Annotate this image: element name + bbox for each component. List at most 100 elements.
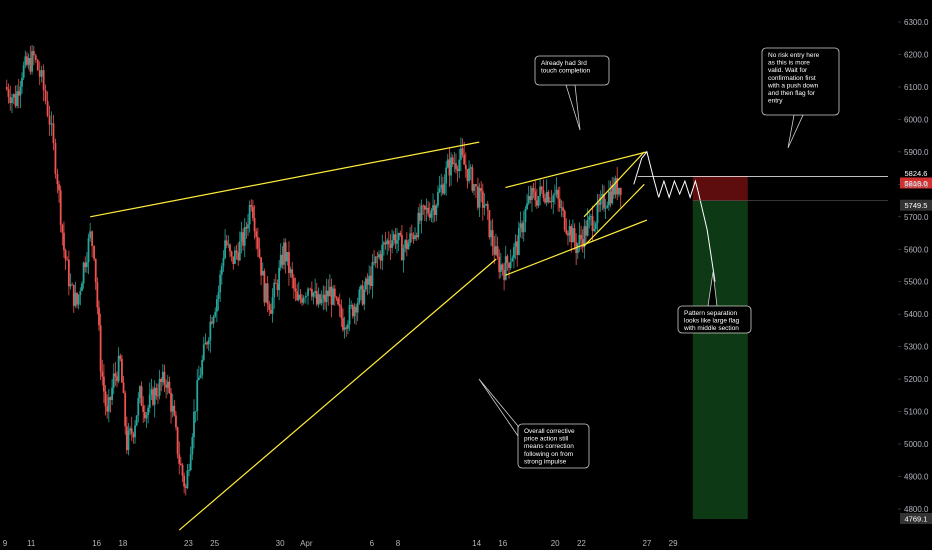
candle (124, 390, 127, 435)
callout-line: as this is more (768, 60, 810, 67)
candle (459, 137, 462, 172)
y-tick: 5500.0 (898, 278, 929, 287)
candle (563, 209, 566, 233)
y-tick: 4900.0 (898, 473, 929, 482)
candle (325, 278, 328, 312)
candle (34, 53, 37, 63)
candle (471, 164, 474, 193)
candle (594, 221, 597, 233)
candle (72, 284, 75, 313)
svg-text:5200.0: 5200.0 (904, 375, 929, 384)
x-tick: 16 (92, 539, 101, 548)
candle (199, 367, 202, 379)
zigzag-flag-path[interactable] (658, 179, 699, 199)
candle (455, 153, 457, 174)
svg-text:27: 27 (642, 539, 651, 548)
candle (521, 220, 524, 239)
candle (451, 154, 454, 168)
candle (229, 243, 231, 258)
svg-text:22: 22 (577, 539, 586, 548)
candle (186, 464, 189, 490)
candle (425, 198, 428, 222)
candle (562, 201, 564, 218)
candle (11, 93, 13, 114)
candle (473, 183, 475, 196)
callout-line: with middle section (683, 325, 739, 332)
candle (94, 258, 97, 290)
candle (142, 396, 145, 424)
candle (611, 177, 614, 206)
candle (506, 254, 509, 271)
candle (516, 235, 519, 267)
candle (214, 307, 217, 318)
callout-line: and then flag for (768, 90, 816, 97)
x-tick: 8 (396, 539, 401, 548)
candle (481, 183, 484, 221)
trendline-flag-upper[interactable] (505, 151, 648, 189)
candle (291, 262, 294, 289)
candle (585, 220, 587, 244)
candle (59, 185, 62, 233)
candle (188, 463, 190, 477)
projection-path[interactable] (633, 150, 660, 198)
candle (495, 233, 497, 256)
candle (583, 219, 586, 259)
trendline-upper-wedge[interactable] (90, 141, 480, 218)
y-tick: 5700.0 (898, 213, 929, 222)
x-tick: 20 (551, 539, 560, 548)
candle (302, 295, 305, 305)
x-tick: 9 (3, 539, 8, 548)
candle (21, 72, 23, 94)
candle (66, 256, 69, 261)
candle (589, 213, 592, 226)
candle (111, 379, 113, 406)
candle (324, 286, 326, 310)
stop-zone (692, 176, 748, 201)
trendline-channel-upper[interactable] (583, 151, 645, 218)
candle (232, 256, 235, 270)
svg-text:6300.0: 6300.0 (904, 18, 929, 27)
candle (117, 347, 120, 384)
candle (498, 249, 501, 279)
svg-text:29: 29 (669, 539, 678, 548)
candle (350, 300, 353, 309)
candle (77, 294, 80, 310)
trendlines[interactable] (90, 141, 716, 531)
y-tick: 5800.0 (898, 180, 929, 189)
candle (271, 288, 274, 323)
svg-text:5700.0: 5700.0 (904, 213, 929, 222)
drop-curve[interactable] (697, 190, 716, 282)
candle (109, 396, 112, 413)
trendline-flag-lower[interactable] (505, 219, 648, 276)
candle (446, 153, 449, 169)
candle (509, 249, 512, 270)
candle (526, 193, 528, 211)
trendline-channel-lower[interactable] (583, 183, 645, 247)
callout-line: Pattern separation (684, 310, 738, 317)
candle (604, 198, 607, 220)
candle (283, 238, 285, 270)
candle (534, 180, 537, 207)
candle (50, 111, 53, 136)
candle (348, 297, 351, 332)
x-tick: 18 (118, 539, 127, 548)
candle (490, 220, 492, 247)
candle (212, 314, 215, 328)
candle (309, 287, 312, 292)
candle (553, 184, 556, 205)
y-tick: 5400.0 (898, 310, 929, 319)
candle (378, 250, 380, 260)
candle (155, 383, 158, 400)
candle (288, 241, 290, 286)
candle (466, 168, 469, 189)
candle (524, 205, 527, 233)
trendline-lower-wedge[interactable] (178, 258, 497, 531)
candle (332, 285, 335, 306)
candle (453, 151, 456, 173)
